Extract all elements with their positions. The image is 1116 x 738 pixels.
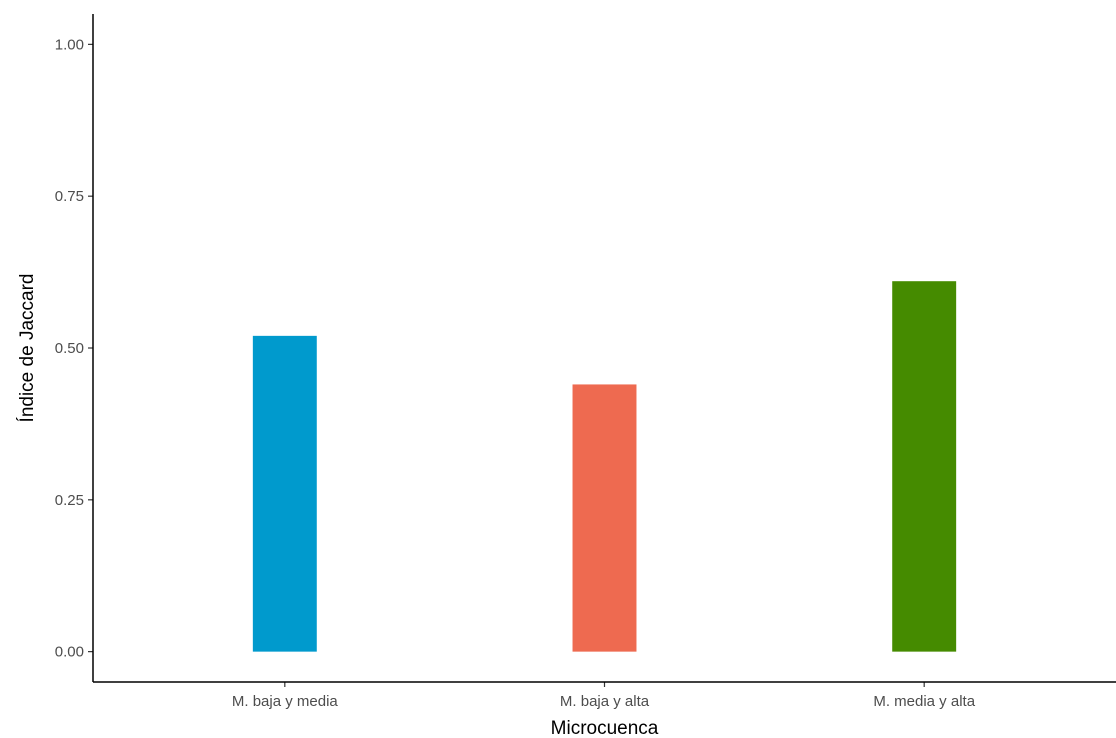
x-axis-title: Microcuenca	[551, 718, 659, 738]
y-tick-label: 0.75	[55, 188, 84, 205]
bars	[252, 281, 957, 652]
y-tick-label: 0.50	[55, 340, 84, 357]
bar	[252, 335, 317, 652]
y-tick-label: 0.25	[55, 492, 84, 509]
bar	[892, 281, 957, 652]
y-axis-title: Índice de Jaccard	[17, 274, 38, 423]
x-tick-label: M. baja y alta	[560, 693, 650, 710]
x-axis-ticks: M. baja y media M. baja y alta M. media y …	[232, 682, 976, 710]
bar	[572, 384, 637, 652]
y-tick-label: 1.00	[55, 36, 84, 53]
x-tick-label: M. media y alta	[873, 693, 975, 710]
x-tick-label: M. baja y media	[232, 693, 339, 710]
y-axis-ticks: 0.00 0.25 0.50 0.75 1.00	[55, 36, 93, 661]
y-tick-label: 0.00	[55, 644, 84, 661]
